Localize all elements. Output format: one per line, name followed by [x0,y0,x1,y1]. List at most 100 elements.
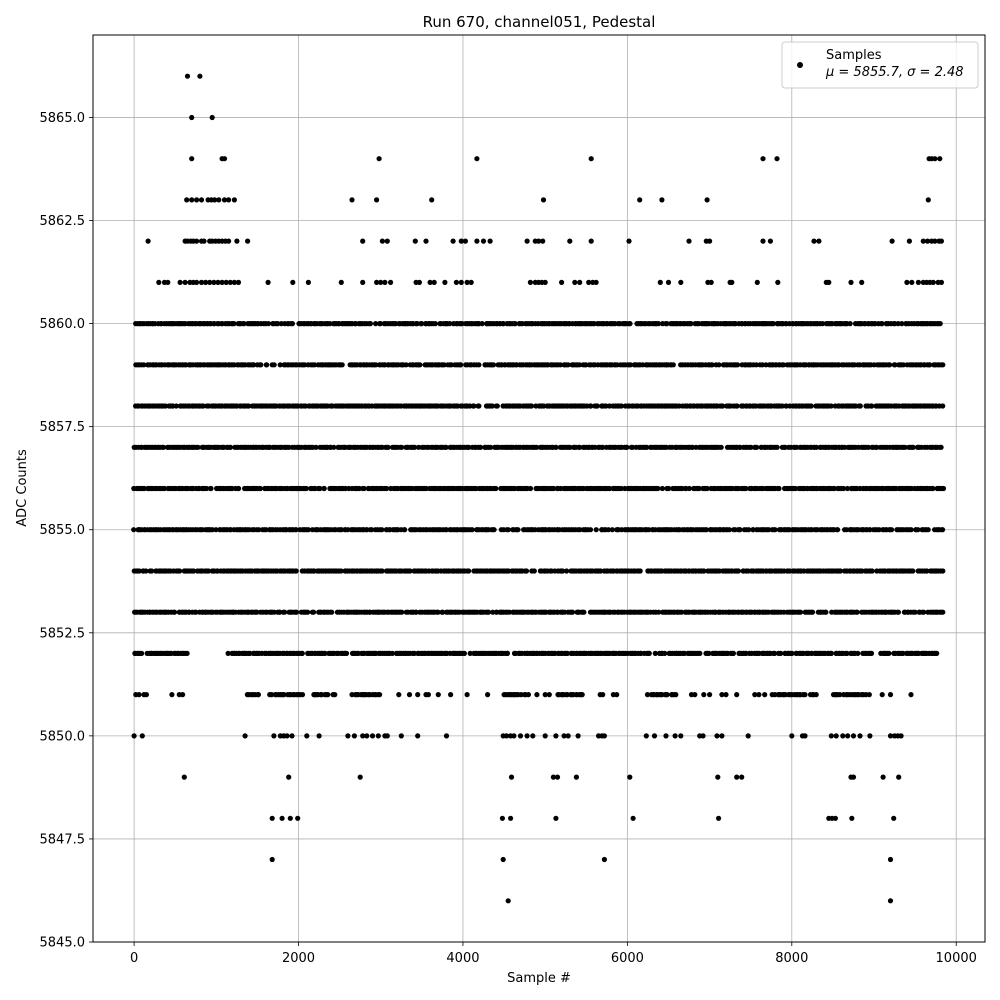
sample-point [719,692,725,698]
sample-point [609,527,615,533]
sample-point [857,403,863,409]
sample-point [772,527,778,533]
sample-point [594,403,600,409]
sample-point [534,692,540,698]
legend-box [781,41,979,89]
sample-point [614,692,620,698]
sample-point [236,485,242,492]
sample-point [299,650,305,657]
sample-point [652,650,658,657]
sample-point [406,692,413,698]
sample-point [528,403,535,409]
sample-point [899,321,905,327]
sample-point [938,238,945,244]
sample-point [833,733,839,739]
sample-point [767,238,774,244]
sample-point [500,321,506,327]
sample-point [469,527,475,533]
sample-point [900,362,907,368]
sample-point [374,197,380,203]
sample-point [686,485,692,492]
sample-point [269,856,275,863]
sample-point [605,527,612,533]
sample-point [859,279,865,285]
sample-point [940,403,946,409]
sample-point [327,321,333,327]
sample-point [269,692,275,698]
sample-point [577,279,583,285]
sample-point [920,238,926,244]
sample-point [360,733,366,739]
sample-point [775,279,781,285]
sample-point [908,527,914,533]
sample-point [802,692,808,698]
sample-point [588,238,594,244]
sample-point [874,444,880,450]
sample-point [672,733,678,739]
sample-point [664,321,670,327]
sample-point [889,527,895,533]
sample-point [940,527,946,533]
sample-point [720,403,726,409]
sample-point [626,238,632,244]
sample-point [666,485,672,492]
sample-point [575,733,581,739]
sample-point [696,485,702,492]
sample-point [141,362,147,368]
sample-point [715,774,721,780]
sample-point [184,650,190,657]
sample-point [476,403,482,409]
sample-point [716,362,722,368]
sample-point [637,568,643,574]
sample-point [466,568,472,574]
sample-point [290,279,296,285]
sample-point [854,609,860,615]
sample-point [364,733,370,739]
sample-point [940,568,946,574]
sample-point [198,197,205,203]
sample-point [904,279,910,285]
sample-point [195,444,201,450]
sample-point [317,485,323,492]
sample-point [828,403,834,409]
sample-point [265,279,271,285]
sample-point [286,774,292,780]
sample-point [536,238,542,244]
sample-point [517,733,524,739]
sample-point [586,279,592,285]
sample-point [572,279,578,285]
sample-point [181,774,187,780]
sample-point [131,733,137,739]
sample-point [139,733,145,739]
sample-point [478,444,484,450]
sample-point [813,692,819,698]
sample-point [242,733,248,739]
sample-point [493,485,499,492]
sample-point [515,527,521,533]
sample-point [759,362,766,368]
sample-point [264,362,270,368]
sample-point [748,444,754,450]
sample-point [338,279,344,285]
sample-point [915,279,922,285]
sample-point [845,733,851,739]
sample-point [644,444,650,450]
sample-point [226,238,232,244]
sample-point [577,444,583,450]
sample-point [407,568,413,574]
sample-point [600,692,606,698]
sample-point [879,692,885,698]
sample-point [835,527,841,533]
sample-point [265,321,272,327]
sample-point [443,444,449,450]
sample-point [221,197,228,203]
sample-point [581,609,587,615]
sample-point [849,815,855,821]
sample-point [303,485,309,492]
sample-point [466,444,472,450]
sample-point [828,650,835,657]
sample-point [560,568,566,574]
sample-point [384,238,390,244]
sample-point [565,362,571,368]
sample-point [479,321,485,327]
